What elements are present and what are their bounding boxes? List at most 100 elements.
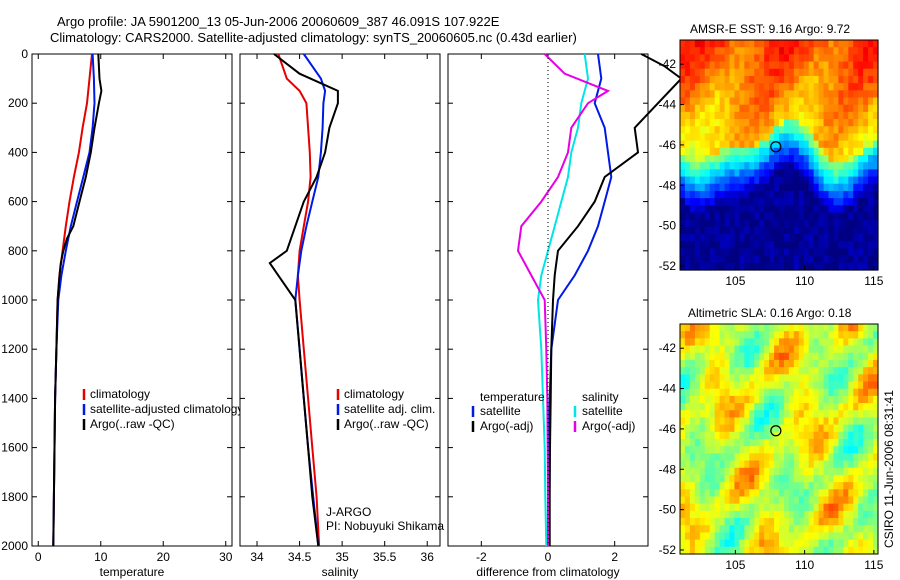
heatmap-cell [828, 162, 835, 170]
heatmap-cell [724, 474, 731, 483]
heatmap-cell [798, 388, 805, 397]
heatmap-cell [680, 147, 686, 156]
heatmap-cell [719, 417, 726, 426]
heatmap-cell [739, 439, 745, 447]
heatmap-cell [843, 489, 849, 498]
heatmap-cell [808, 119, 815, 127]
heatmap-cell [709, 111, 716, 120]
series-line-argo_sal [516, 53, 611, 546]
heatmap-cell [759, 241, 765, 250]
heatmap-cell [863, 83, 869, 91]
heatmap-cell [724, 525, 731, 534]
legend-label: satellite adj. clim. [344, 402, 435, 416]
heatmap-cell [833, 133, 839, 142]
heatmap-cell [680, 367, 686, 375]
heatmap-cell [873, 147, 879, 156]
heatmap-cell [838, 234, 844, 242]
pi-label: PI: Nobuyuki Shikama [326, 519, 444, 533]
heatmap-cell [848, 424, 854, 433]
heatmap-cell [853, 424, 859, 433]
heatmap-cell [680, 47, 686, 55]
heatmap-cell [863, 482, 869, 490]
heatmap-cell [863, 496, 869, 505]
heatmap-cell [704, 61, 711, 70]
heatmap-cell [680, 212, 686, 221]
heatmap-cell [764, 467, 770, 476]
heatmap-cell [788, 410, 795, 419]
heatmap-cell [769, 331, 775, 339]
heatmap-cell [699, 68, 706, 77]
heatmap-cell [833, 155, 839, 163]
heatmap-cell [788, 503, 795, 512]
heatmap-cell [868, 234, 874, 242]
heatmap-cell [803, 474, 810, 483]
heatmap-cell [704, 431, 711, 440]
heatmap-cell [699, 546, 706, 555]
heatmap-cell [863, 453, 869, 462]
heatmap-cell [704, 482, 711, 490]
heatmap-cell [843, 446, 849, 454]
heatmap-cell [709, 212, 716, 221]
heatmap-cell [793, 234, 800, 242]
heatmap-cell [729, 119, 736, 127]
heatmap-cell [803, 176, 810, 185]
heatmap-cell [774, 169, 780, 178]
heatmap-cell [759, 338, 765, 347]
heatmap-cell [828, 395, 835, 404]
heatmap-cell [803, 367, 810, 375]
heatmap-cell [759, 262, 765, 271]
heatmap-cell [754, 510, 760, 519]
heatmap-cell [813, 546, 820, 555]
heatmap-cell [848, 183, 854, 192]
heatmap-cell [774, 532, 780, 541]
heatmap-cell [818, 374, 825, 383]
heatmap-cell [798, 183, 805, 192]
heatmap-cell [694, 90, 701, 99]
heatmap-cell [798, 417, 805, 426]
heatmap-cell [689, 140, 696, 149]
heatmap-cell [714, 262, 721, 271]
heatmap-cell [764, 47, 770, 55]
heatmap-cell [680, 446, 686, 454]
heatmap-cell [749, 54, 755, 63]
heatmap-cell [803, 352, 810, 361]
heatmap-cell [749, 140, 755, 149]
heatmap-cell [744, 374, 750, 383]
heatmap-cell [719, 90, 726, 99]
heatmap-cell [848, 126, 854, 135]
heatmap-cell [689, 248, 696, 257]
heatmap-cell [704, 532, 711, 541]
y-tick-label: -48 [659, 462, 677, 476]
heatmap-cell [833, 111, 839, 120]
heatmap-cell [689, 255, 696, 264]
heatmap-cell [818, 381, 825, 390]
heatmap-cell [689, 97, 696, 106]
heatmap-cell [853, 255, 859, 264]
heatmap-cell [813, 234, 820, 242]
heatmap-cell [729, 68, 736, 77]
x-tick-label: 110 [795, 558, 814, 572]
heatmap-cell [774, 395, 780, 404]
heatmap-cell [709, 359, 716, 368]
heatmap-cell [779, 439, 785, 447]
heatmap-cell [863, 205, 869, 214]
heatmap-cell [788, 205, 795, 214]
heatmap-cell [788, 241, 795, 250]
heatmap-cell [699, 525, 706, 534]
heatmap-cell [779, 47, 785, 55]
heatmap-cell [719, 431, 726, 440]
heatmap-cell [783, 54, 790, 63]
heatmap-cell [823, 54, 830, 63]
heatmap-cell [813, 190, 820, 199]
heatmap-cell [853, 155, 859, 163]
heatmap-cell [694, 410, 701, 419]
heatmap-cell [868, 424, 874, 433]
heatmap-cell [769, 234, 775, 242]
heatmap-cell [843, 104, 849, 113]
heatmap-cell [863, 54, 869, 63]
heatmap-cell [704, 388, 711, 397]
heatmap-cell [694, 381, 701, 390]
heatmap-cell [828, 381, 835, 390]
heatmap-cell [863, 381, 869, 390]
heatmap-cell [694, 155, 701, 163]
